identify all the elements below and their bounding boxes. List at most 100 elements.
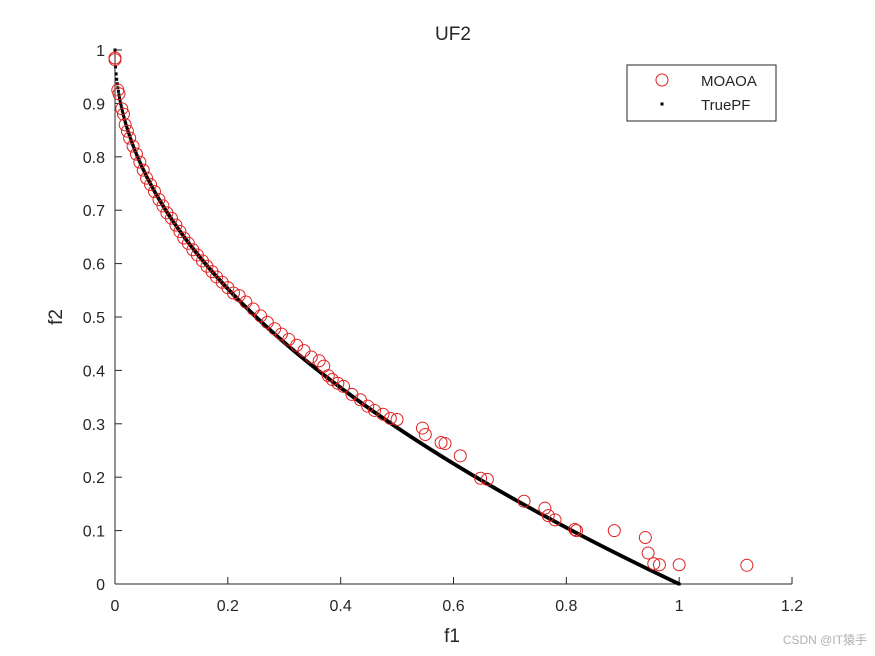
truepf-point	[125, 127, 129, 131]
moaoa-point	[383, 411, 397, 425]
x-tick-label: 0.4	[330, 598, 352, 615]
truepf-point	[126, 129, 130, 133]
y-ticks: 0 0.1 0.2 0.3 0.4 0.5 0.6 0.7 0.8 0.9 1	[83, 43, 122, 594]
moaoa-point	[353, 393, 367, 407]
moaoa-point	[133, 155, 147, 169]
truepf-point	[123, 120, 127, 124]
x-tick-label: 0	[111, 598, 120, 615]
y-tick-label: 0.5	[83, 310, 105, 327]
truepf-point	[677, 582, 681, 586]
moaoa-point	[415, 421, 429, 435]
moaoa-point	[453, 449, 467, 463]
truepf-point	[129, 139, 133, 143]
truepf-point	[116, 89, 120, 93]
y-tick-label: 0.3	[83, 417, 105, 434]
legend-marker-moaoa	[655, 73, 669, 87]
x-tick-label: 0.2	[217, 598, 239, 615]
truepf-point	[114, 72, 118, 76]
moaoa-point	[115, 102, 129, 116]
y-tick-label: 0.8	[83, 150, 105, 167]
truepf-point	[130, 141, 134, 145]
moaoa-point	[474, 471, 488, 485]
truepf-point	[114, 65, 118, 69]
moaoa-point	[538, 501, 552, 515]
truepf-point	[115, 77, 119, 81]
moaoa-point	[173, 225, 187, 239]
moaoa-point	[641, 546, 655, 560]
moaoa-point	[260, 315, 274, 329]
moaoa-point	[239, 295, 253, 309]
moaoa-point	[112, 87, 126, 101]
moaoa-point	[390, 413, 404, 427]
moaoa-point	[181, 236, 195, 250]
chart-title: UF2	[435, 24, 471, 45]
moaoa-point	[297, 344, 311, 358]
moaoa-point	[548, 513, 562, 527]
y-tick-label: 1	[96, 43, 105, 60]
moaoa-point	[200, 259, 214, 273]
truepf-point	[119, 101, 123, 105]
moaoa-point	[118, 118, 132, 132]
truepf-point	[113, 48, 117, 52]
moaoa-point	[740, 558, 754, 572]
moaoa-point	[140, 171, 154, 185]
truepf-point	[127, 132, 131, 136]
moaoa-point	[123, 131, 137, 145]
truepf-point	[118, 99, 122, 103]
moaoa-point	[480, 472, 494, 486]
truepf-point	[125, 125, 129, 129]
legend: MOAOA TruePF	[626, 64, 777, 122]
x-ticks: 0 0.2 0.4 0.6 0.8 1 1.2	[111, 577, 803, 615]
moaoa-point	[304, 350, 318, 364]
moaoa-point	[108, 53, 122, 67]
moaoa-point	[120, 124, 134, 138]
moaoa-point	[126, 139, 140, 153]
moaoa-point	[274, 327, 288, 341]
y-tick-label: 0.7	[83, 203, 105, 220]
y-tick-label: 0	[96, 577, 105, 594]
truepf-point	[124, 122, 128, 126]
x-tick-label: 0.6	[442, 598, 464, 615]
y-tick-label: 0.6	[83, 257, 105, 274]
y-axis-label: f2	[46, 309, 67, 325]
moaoa-point	[652, 558, 666, 572]
series-truepf	[113, 48, 681, 586]
x-tick-label: 1	[675, 598, 684, 615]
moaoa-point	[672, 558, 686, 572]
moaoa-point	[517, 494, 531, 508]
y-tick-label: 0.9	[83, 96, 105, 113]
truepf-point	[121, 111, 125, 115]
truepf-point	[129, 137, 133, 141]
moaoa-point	[376, 407, 390, 421]
moaoa-point	[246, 302, 260, 316]
legend-box	[626, 64, 777, 122]
moaoa-point	[607, 524, 621, 538]
moaoa-point	[541, 509, 555, 523]
moaoa-point	[147, 185, 161, 199]
moaoa-point	[136, 163, 150, 177]
moaoa-point	[368, 403, 382, 417]
truepf-point	[127, 131, 131, 135]
watermark: CSDN @IT猿手	[782, 633, 867, 647]
moaoa-point	[321, 369, 335, 383]
moaoa-point	[438, 437, 452, 451]
moaoa-point	[418, 427, 432, 441]
moaoa-point	[226, 286, 240, 300]
moaoa-point	[647, 557, 661, 571]
moaoa-point	[144, 178, 158, 192]
moaoa-point	[156, 199, 170, 213]
moaoa-point	[116, 107, 130, 121]
truepf-point	[128, 136, 132, 140]
moaoa-point	[361, 399, 375, 413]
truepf-point	[117, 93, 121, 97]
x-axis-label: f1	[444, 626, 460, 647]
truepf-point	[119, 104, 123, 108]
moaoa-point	[336, 379, 350, 393]
truepf-point	[122, 116, 126, 120]
legend-label-truepf: TruePF	[701, 97, 750, 114]
legend-label-moaoa: MOAOA	[701, 73, 757, 90]
moaoa-point	[638, 531, 652, 545]
moaoa-point	[152, 193, 166, 207]
y-tick-label: 0.2	[83, 470, 105, 487]
